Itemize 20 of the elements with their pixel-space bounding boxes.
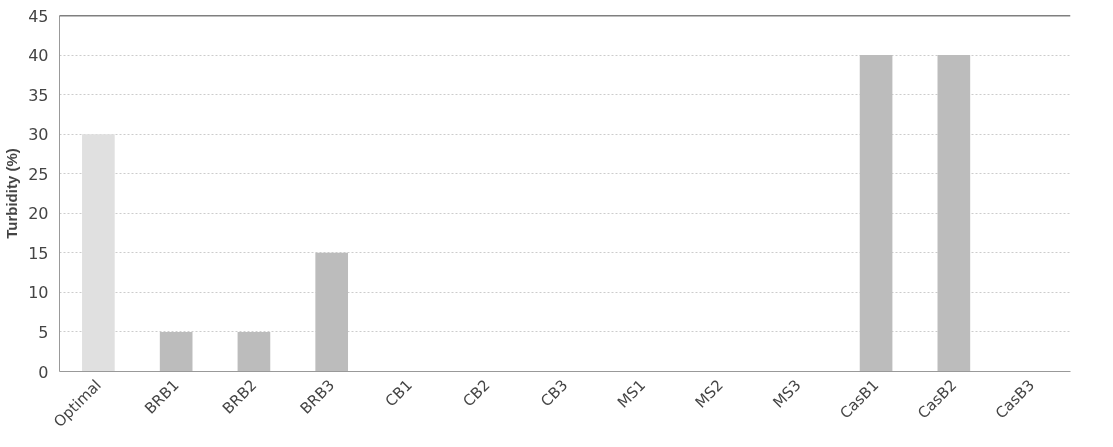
x-tick-label: CB3 xyxy=(537,376,572,411)
y-tick-label: 10 xyxy=(28,283,49,303)
y-tick-label: 20 xyxy=(28,204,49,224)
y-tick-label: 25 xyxy=(28,164,49,184)
y-tick-label: 15 xyxy=(28,243,49,263)
bar xyxy=(315,252,349,372)
bar xyxy=(237,331,271,372)
x-tick-label: CB2 xyxy=(459,376,494,411)
y-tick-label: 40 xyxy=(28,46,49,66)
bar xyxy=(82,134,115,372)
y-tick-label: 30 xyxy=(28,125,49,145)
bar xyxy=(859,55,893,372)
y-tick-label: 45 xyxy=(28,6,49,26)
bar xyxy=(937,55,971,372)
y-axis-title: Turbidity (%) xyxy=(3,148,21,239)
x-tick-label: CB1 xyxy=(381,376,416,411)
y-tick-label: 0 xyxy=(38,362,49,382)
bar xyxy=(159,331,193,372)
y-tick-label: 35 xyxy=(28,85,49,105)
y-tick-label: 5 xyxy=(38,322,49,342)
